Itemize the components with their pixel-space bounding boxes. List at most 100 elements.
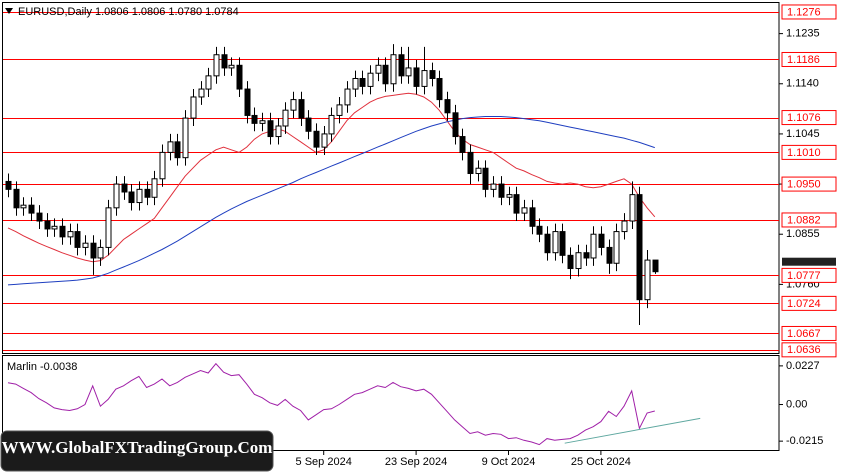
candle-body — [421, 70, 428, 87]
level-label-box — [781, 342, 837, 358]
candle-body — [559, 231, 566, 256]
candle-body — [213, 54, 220, 77]
trendline — [564, 417, 701, 444]
candle-body — [251, 114, 258, 124]
candle-body — [475, 167, 482, 175]
candle-body — [136, 188, 143, 204]
candle-body — [367, 72, 374, 87]
candle-body — [321, 133, 328, 148]
level-label-box — [781, 4, 837, 20]
x-tick-label: 9 Oct 2024 — [482, 456, 536, 468]
candle-body — [113, 183, 120, 209]
candle-body — [313, 130, 320, 148]
candle-body — [167, 141, 174, 153]
y-tick-label: 1.0855 — [786, 228, 820, 240]
oscillator-panel — [2, 355, 780, 451]
level-label-box — [781, 325, 837, 341]
candle-body — [459, 136, 466, 153]
candle-body — [128, 191, 135, 204]
x-tick-label: 5 Sep 2024 — [296, 456, 352, 468]
candle-body — [536, 225, 543, 235]
y-tick-label: 0.0227 — [786, 360, 820, 372]
candle-body — [275, 125, 282, 138]
candle-body — [636, 194, 643, 301]
candle-body — [290, 99, 297, 111]
candle-body — [305, 117, 312, 132]
candle-body — [236, 64, 243, 90]
candle-body — [44, 220, 51, 230]
oscillator-title: Marlin -0.0038 — [7, 361, 77, 373]
y-tick-label: 1.1140 — [786, 78, 819, 90]
candle-body — [82, 242, 89, 248]
candle-body — [298, 99, 305, 119]
candle-body — [567, 254, 574, 270]
candle-body — [20, 204, 27, 209]
candle-body — [521, 207, 528, 214]
candle-body — [205, 75, 212, 90]
candle-body — [467, 151, 474, 175]
candle-body — [13, 188, 20, 209]
candle-body — [221, 54, 228, 69]
candle-body — [598, 233, 605, 248]
level-label: 1.0667 — [787, 328, 821, 340]
candle-body — [359, 77, 366, 87]
candle-body — [513, 194, 520, 214]
candle-body — [67, 231, 74, 238]
candle-body — [613, 231, 620, 264]
level-label: 1.1010 — [787, 147, 821, 159]
candle-body — [36, 212, 43, 222]
candle-body — [398, 54, 405, 77]
y-tick-label: 1.1235 — [786, 28, 820, 40]
level-label: 1.0950 — [787, 178, 821, 190]
candle-body — [228, 64, 235, 69]
x-tick-label: 25 Oct 2024 — [571, 456, 631, 468]
candle-body — [482, 167, 489, 190]
candle-body — [444, 99, 451, 114]
candle-body — [244, 88, 251, 116]
candle-body — [405, 67, 412, 77]
candle-body — [529, 207, 536, 227]
candle-body — [190, 96, 197, 119]
candle-body — [429, 70, 436, 79]
candle-body — [28, 204, 35, 214]
oscillator-line — [7, 362, 655, 446]
candle-body — [352, 77, 359, 90]
candle-body — [498, 183, 505, 198]
candle-body — [390, 54, 397, 85]
candle-body — [506, 194, 513, 198]
title-arrow — [5, 8, 13, 14]
candle-body — [97, 246, 104, 259]
candle-body — [74, 231, 81, 248]
y-tick-label: 0.00 — [786, 398, 807, 410]
watermark-box — [0, 430, 274, 472]
level-label: 1.0724 — [787, 298, 821, 310]
candle-body — [544, 233, 551, 254]
x-tick-label: 23 Sep 2024 — [385, 456, 447, 468]
level-label: 1.1276 — [787, 6, 821, 18]
candle-body — [575, 252, 582, 270]
y-tick-label: -0.0215 — [786, 435, 823, 447]
moving-average — [7, 116, 655, 286]
candle-body — [452, 112, 459, 138]
main-panel — [2, 2, 780, 354]
candle-body — [413, 67, 420, 87]
level-label-box — [781, 51, 837, 67]
level-label-box — [781, 212, 837, 228]
candle-body — [336, 104, 343, 116]
candle-body — [182, 117, 189, 159]
candle-body — [606, 246, 613, 264]
candle-body — [644, 259, 651, 301]
candle-body — [259, 120, 266, 124]
level-label-box — [781, 267, 837, 283]
level-label-box — [781, 144, 837, 160]
candle-body — [552, 231, 559, 254]
level-label: 1.0636 — [787, 344, 821, 356]
candle-body — [121, 183, 128, 193]
candle-body — [621, 220, 628, 233]
y-tick-label: 1.1045 — [786, 128, 820, 140]
candle-body — [375, 64, 382, 74]
candle-body — [652, 259, 659, 273]
level-label-box — [781, 176, 837, 192]
level-label: 1.0777 — [787, 270, 821, 282]
level-label: 1.1076 — [787, 112, 821, 124]
